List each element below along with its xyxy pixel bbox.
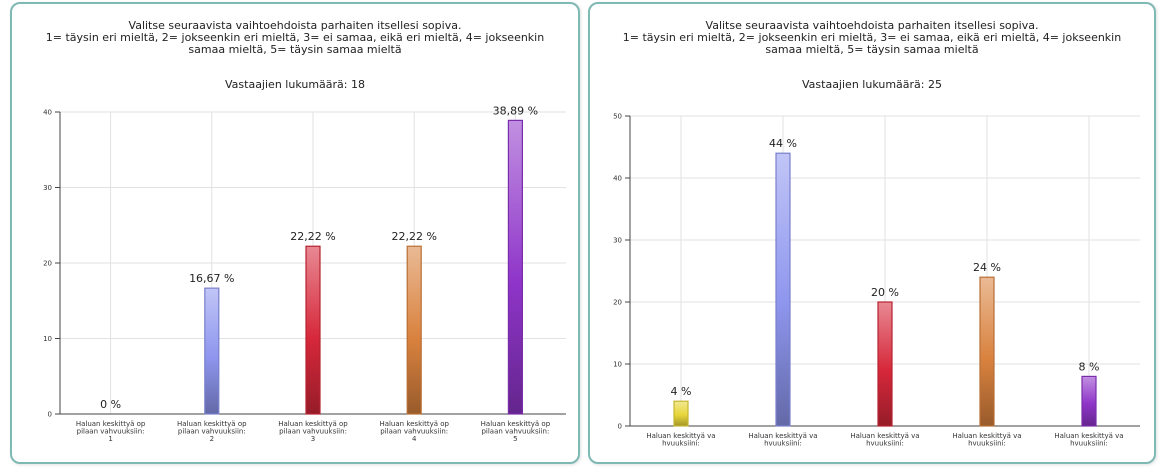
x-tick-label: Haluan keskittyä op bbox=[481, 420, 551, 428]
x-tick-label: Haluan keskittyä op bbox=[76, 420, 146, 428]
bar bbox=[775, 152, 791, 427]
x-tick-label: pilaan vahvuuksiin: bbox=[178, 428, 246, 436]
x-tick-label: pilaan vahvuuksiin: bbox=[380, 428, 448, 436]
x-tick-label: pilaan vahvuuksiin: bbox=[77, 428, 145, 436]
y-tick-label: 0 bbox=[618, 423, 622, 431]
question-line: samaa mieltä, 5= täysin samaa mieltä bbox=[188, 43, 402, 56]
y-tick-label: 30 bbox=[613, 237, 622, 245]
x-tick-label: hvuuksiini: bbox=[662, 440, 700, 448]
x-tick-label: Haluan keskittyä op bbox=[177, 420, 247, 428]
data-label: 38,89 % bbox=[493, 104, 538, 117]
y-tick-label: 30 bbox=[43, 184, 52, 192]
y-tick-label: 0 bbox=[48, 411, 52, 419]
question-line: Valitse seuraavista vaihtoehdoista parha… bbox=[705, 19, 1039, 32]
y-tick-label: 50 bbox=[613, 113, 622, 121]
bar bbox=[877, 301, 893, 427]
x-tick-label: Haluan keskittyä op bbox=[278, 420, 348, 428]
data-label: 20 % bbox=[871, 286, 899, 299]
y-tick-label: 20 bbox=[613, 299, 622, 307]
x-tick-label: 2 bbox=[210, 435, 214, 443]
x-tick-label: hvuuksiini: bbox=[866, 440, 904, 448]
data-label: 16,67 % bbox=[189, 272, 234, 285]
bar bbox=[1081, 375, 1097, 427]
data-label: 4 % bbox=[671, 385, 692, 398]
bar bbox=[406, 245, 422, 415]
y-tick-label: 40 bbox=[43, 109, 52, 117]
x-tick-label: 4 bbox=[412, 435, 417, 443]
question-line: 1= täysin eri mieltä, 2= jokseenkin eri … bbox=[622, 31, 1122, 44]
x-tick-label: 1 bbox=[108, 435, 112, 443]
bar bbox=[979, 276, 995, 427]
respondent-count: Vastaajien lukumäärä: 18 bbox=[225, 78, 365, 91]
bar bbox=[673, 400, 689, 427]
y-tick-label: 10 bbox=[43, 335, 52, 343]
x-tick-label: hvuuksiini: bbox=[764, 440, 802, 448]
x-tick-label: Haluan keskittyä va bbox=[850, 432, 919, 440]
bar bbox=[507, 119, 523, 415]
question-title: Valitse seuraavista vaihtoehdoista parha… bbox=[610, 20, 1134, 56]
x-tick-label: Haluan keskittyä va bbox=[646, 432, 715, 440]
question-line: Valitse seuraavista vaihtoehdoista parha… bbox=[128, 19, 462, 32]
y-tick-label: 20 bbox=[43, 260, 52, 268]
x-tick-label: 3 bbox=[311, 435, 315, 443]
x-tick-label: hvuuksiini: bbox=[968, 440, 1006, 448]
x-tick-label: Haluan keskittyä va bbox=[748, 432, 817, 440]
bar bbox=[204, 287, 220, 415]
question-line: samaa mieltä, 5= täysin samaa mieltä bbox=[765, 43, 979, 56]
question-line: 1= täysin eri mieltä, 2= jokseenkin eri … bbox=[45, 31, 545, 44]
data-label: 22,22 % bbox=[391, 230, 436, 243]
respondent-count: Vastaajien lukumäärä: 25 bbox=[802, 78, 942, 91]
data-label: 8 % bbox=[1079, 360, 1100, 373]
x-tick-label: pilaan vahvuuksiin: bbox=[481, 428, 549, 436]
chart-panel-right: Valitse seuraavista vaihtoehdoista parha… bbox=[588, 2, 1156, 464]
x-tick-label: hvuuksiini: bbox=[1070, 440, 1108, 448]
x-tick-label: Haluan keskittyä va bbox=[1054, 432, 1123, 440]
chart-panel-left: Valitse seuraavista vaihtoehdoista parha… bbox=[10, 2, 580, 464]
x-tick-label: Haluan keskittyä op bbox=[379, 420, 449, 428]
x-tick-label: 5 bbox=[513, 435, 517, 443]
data-label: 44 % bbox=[769, 137, 797, 150]
x-tick-label: Haluan keskittyä va bbox=[952, 432, 1021, 440]
data-label: 22,22 % bbox=[290, 230, 335, 243]
data-label: 24 % bbox=[973, 261, 1001, 274]
data-label: 0 % bbox=[100, 398, 121, 411]
bar bbox=[305, 245, 321, 415]
x-tick-label: pilaan vahvuuksiin: bbox=[279, 428, 347, 436]
y-tick-label: 10 bbox=[613, 361, 622, 369]
y-tick-label: 40 bbox=[613, 175, 622, 183]
question-title: Valitse seuraavista vaihtoehdoista parha… bbox=[32, 20, 558, 56]
